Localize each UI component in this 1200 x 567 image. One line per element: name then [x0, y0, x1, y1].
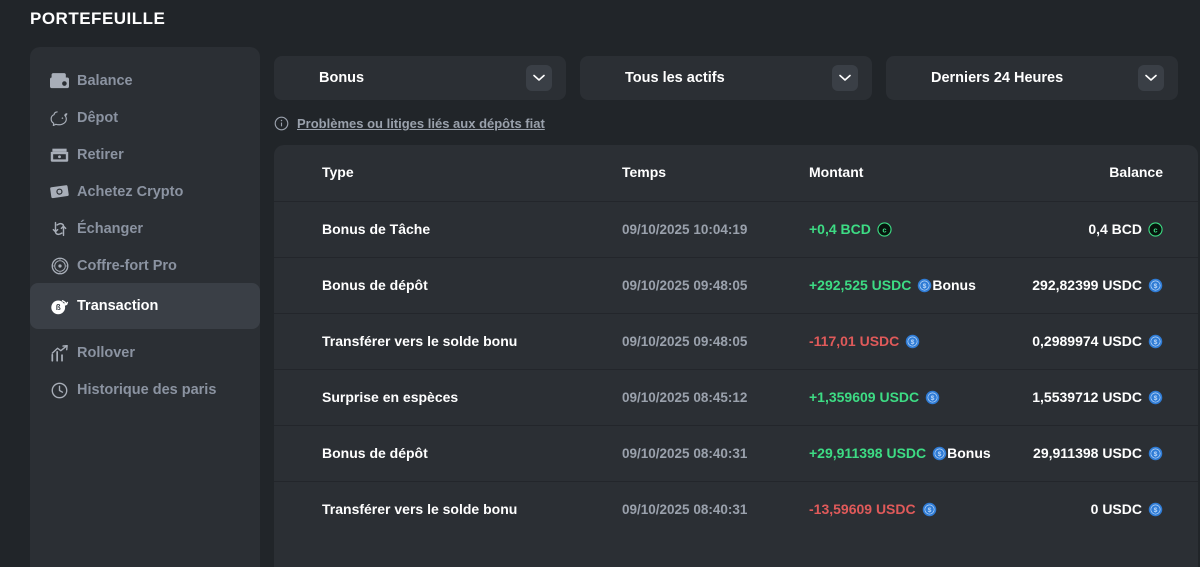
- svg-text:$: $: [911, 339, 915, 346]
- svg-text:$: $: [1154, 451, 1158, 458]
- svg-text:ß: ß: [56, 303, 61, 312]
- svg-text:$: $: [1154, 339, 1158, 346]
- svg-text:c: c: [882, 225, 886, 234]
- svg-text:$: $: [931, 395, 935, 402]
- svg-text:$: $: [923, 283, 927, 290]
- svg-text:$: $: [927, 507, 931, 514]
- svg-text:$: $: [1154, 283, 1158, 290]
- svg-text:$: $: [1154, 395, 1158, 402]
- svg-text:c: c: [1153, 225, 1157, 234]
- svg-text:$: $: [938, 451, 942, 458]
- svg-text:$: $: [1154, 507, 1158, 514]
